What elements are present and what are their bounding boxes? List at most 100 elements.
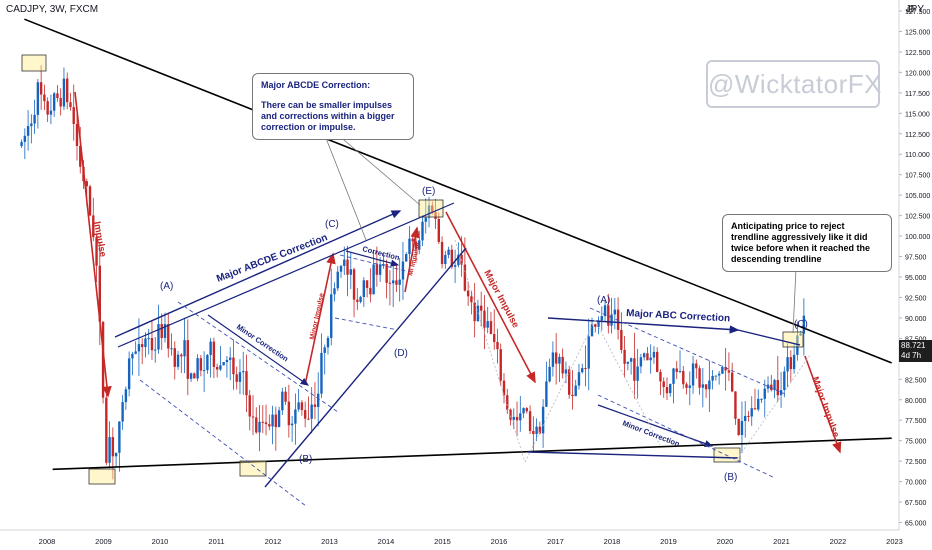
candle-body: [577, 372, 581, 386]
price-tick-label: 115.000: [905, 111, 930, 118]
candle-body: [747, 415, 750, 417]
candle-body: [215, 366, 219, 370]
price-axis[interactable]: 65.000 67.500 70.000 72.500 75.000 77.500 80.0…: [899, 9, 930, 528]
price-tick-label: 65.000: [905, 521, 927, 528]
candle-body: [675, 368, 678, 372]
candle-body: [365, 280, 369, 288]
candle-body: [594, 324, 597, 327]
candle-body: [336, 271, 339, 289]
candle-body: [779, 390, 783, 396]
candle-body: [323, 347, 326, 353]
chart-title: CADJPY, 3W, FXCM: [6, 4, 99, 15]
currency-label: JPY: [905, 4, 924, 15]
candle-body: [264, 422, 268, 425]
time-tick-label: 2021: [773, 537, 790, 546]
candle-body: [590, 324, 594, 337]
time-tick-label: 2023: [886, 537, 903, 546]
candle-body: [558, 356, 561, 364]
pivot-box-2009: [88, 468, 116, 485]
candle-body: [225, 359, 229, 363]
candle-body: [378, 264, 382, 275]
candle-body: [333, 288, 336, 295]
candle-body: [108, 437, 111, 463]
candle-body: [783, 371, 786, 391]
candle-body: [313, 404, 317, 407]
price-tick-label: 72.500: [905, 459, 927, 466]
candle-body: [792, 354, 796, 370]
candle-body: [290, 423, 294, 426]
price-tick-label: 82.500: [905, 377, 927, 384]
candle-body: [548, 366, 551, 382]
candle-body: [248, 395, 251, 417]
candle-body: [163, 324, 167, 339]
candle-body: [682, 370, 685, 385]
candle-body: [639, 357, 643, 367]
candle-body: [362, 280, 366, 297]
trendline-support[interactable]: [52, 437, 892, 471]
candle-body: [330, 294, 333, 338]
candle-body: [255, 417, 258, 433]
candle-body: [600, 316, 603, 321]
candle-body: [36, 82, 40, 115]
candle-body: [799, 333, 802, 336]
channel-dash-1: [177, 301, 339, 413]
wave-label-b2: (B): [724, 472, 737, 483]
candle-body: [75, 123, 79, 146]
time-axis[interactable]: 2008 2009 2010 2011 2012 2013 2014 2015 2016 2017…: [39, 537, 903, 546]
gear-icon[interactable]: ⚙: [906, 4, 916, 16]
candle-body: [688, 385, 691, 388]
candle-body: [424, 217, 427, 222]
time-tick-label: 2010: [152, 537, 169, 546]
candle-body: [144, 338, 147, 348]
wave-label-a2: (A): [597, 295, 610, 306]
candle-body: [672, 368, 675, 384]
candle-body: [62, 78, 66, 107]
candle-body: [450, 249, 454, 267]
candle-body: [405, 254, 408, 262]
candle-body: [564, 369, 568, 374]
time-tick-label: 2009: [95, 537, 112, 546]
candle-body: [506, 395, 509, 410]
candle-body: [760, 398, 763, 400]
candle-body: [512, 416, 515, 420]
price-tick-label: 97.500: [905, 255, 927, 262]
last-price-value: 88.721: [901, 341, 926, 350]
wave-label-e1: (E): [422, 186, 435, 197]
candle-body: [603, 305, 607, 317]
mi-impulse-arrow: [404, 226, 420, 293]
candle-body: [744, 415, 747, 422]
candle-body: [170, 348, 173, 350]
triangle-line-2: [524, 319, 596, 463]
d-wave-line: [264, 247, 467, 488]
callout-pointer-3: [792, 267, 797, 334]
candle-body: [414, 241, 418, 250]
candle-body: [463, 264, 467, 291]
candle-body: [131, 353, 134, 359]
candle-body: [691, 363, 695, 386]
candle-body: [695, 363, 698, 369]
price-tick-label: 90.000: [905, 316, 927, 323]
candle-body: [574, 385, 577, 397]
candle-body: [659, 371, 662, 382]
candle-body: [101, 321, 105, 398]
candle-body: [193, 373, 196, 379]
major-abcde-arrow: [114, 210, 402, 338]
trendline-descending[interactable]: [24, 18, 892, 364]
candle-body: [607, 305, 610, 326]
callout-pointer-1: [321, 127, 367, 241]
candle-body: [46, 101, 49, 115]
candle-body: [711, 375, 714, 381]
candle-body: [665, 387, 669, 394]
candle-body: [382, 264, 385, 266]
triangle-line-1: [454, 239, 526, 463]
candle-body: [421, 221, 424, 241]
trendlines-layer: [24, 18, 892, 471]
triangle-line-4: [734, 354, 811, 463]
candle-body: [411, 238, 414, 242]
bar-countdown: 4d 7h: [901, 351, 922, 360]
price-tick-label: 102.500: [905, 214, 930, 221]
candle-body: [773, 380, 776, 391]
candle-body: [457, 254, 460, 266]
candle-body: [209, 341, 212, 356]
